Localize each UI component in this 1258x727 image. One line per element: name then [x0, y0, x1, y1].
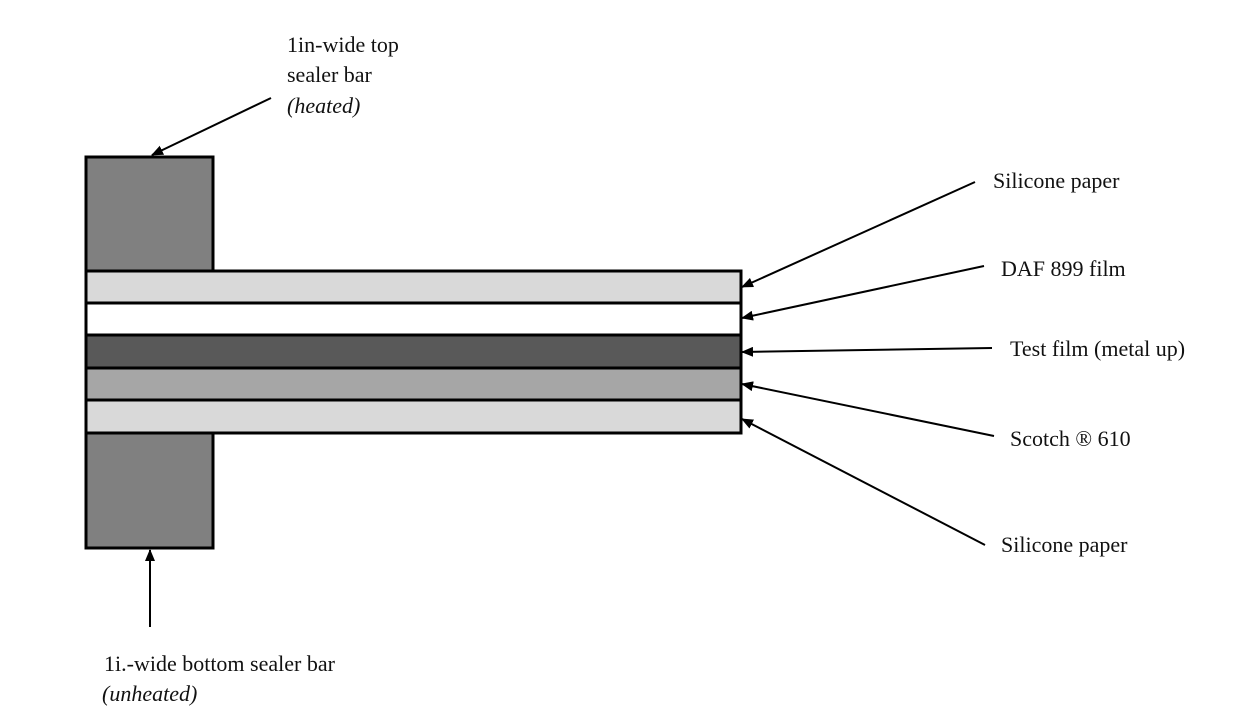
bottom-bar-label-line2: (unheated) [102, 681, 197, 706]
bottom-bar-label-line1: 1i.-wide bottom sealer bar [104, 651, 336, 676]
layer-test-film [84, 333, 743, 370]
top-bar-label-line2: sealer bar [287, 62, 373, 87]
silicone-paper-bottom-label: Silicone paper [1001, 532, 1128, 557]
silicone-paper-bottom-leader-arrow [741, 418, 986, 546]
scotch-610-label: Scotch ® 610 [1010, 426, 1131, 451]
silicone-paper-top-label: Silicone paper [993, 168, 1120, 193]
daf-film-leader-arrow [741, 265, 985, 321]
test-film-leader-arrow [741, 346, 993, 357]
layer-silicone-paper-top [84, 269, 743, 305]
scotch-610-leader-arrow [741, 381, 995, 437]
test-film-label: Test film (metal up) [1010, 336, 1185, 361]
layer-scotch-610 [84, 366, 743, 402]
layer-silicone-paper-bottom [84, 398, 743, 435]
silicone-paper-top-leader-arrow [741, 181, 976, 288]
daf-899-film-label: DAF 899 film [1001, 256, 1126, 281]
top-bar-leader-arrow [151, 97, 272, 156]
top-bar-label-line1: 1in-wide top [287, 32, 399, 57]
top-sealer-bar [84, 155, 215, 275]
top-bar-label-line3: (heated) [287, 93, 360, 118]
bottom-sealer-bar [84, 430, 215, 550]
layer-daf-899-film [84, 301, 743, 337]
